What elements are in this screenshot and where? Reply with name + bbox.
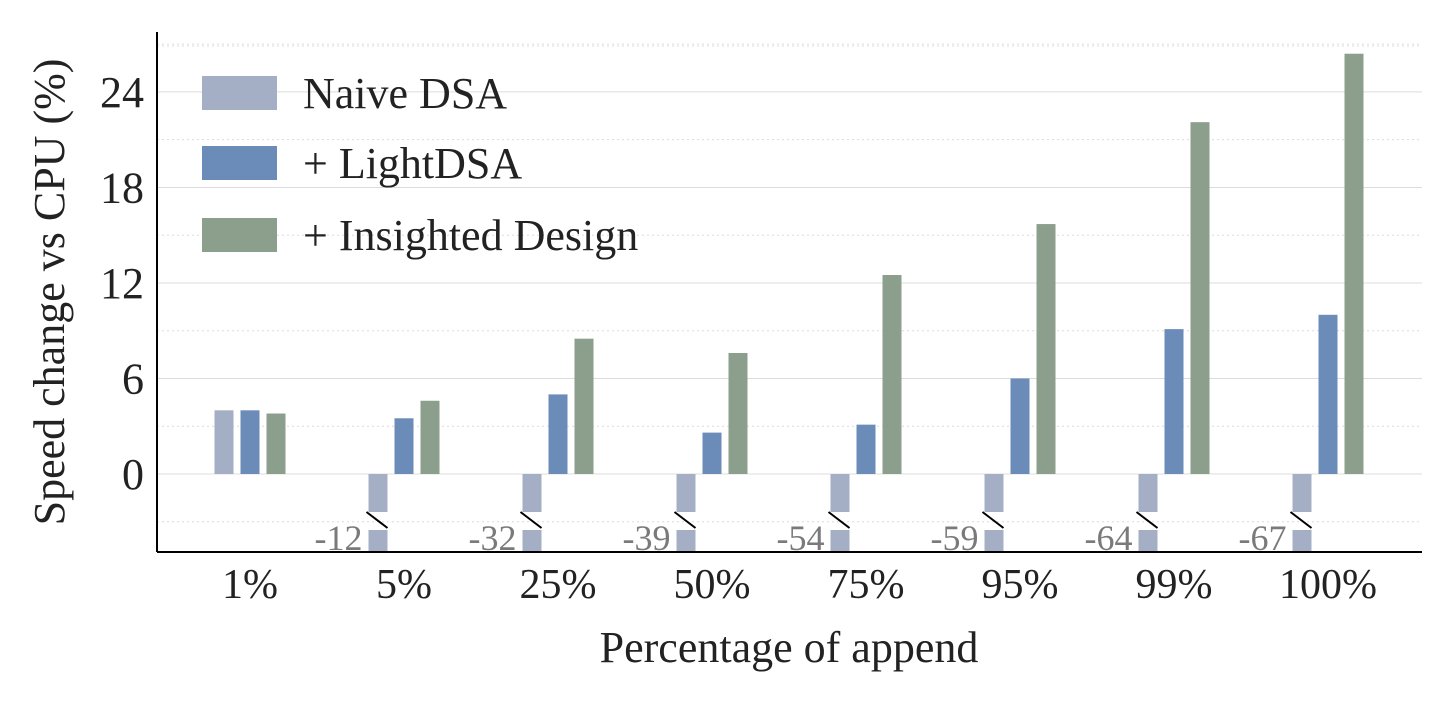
x-tick-label: 95% [982, 562, 1059, 608]
bar-negative-lower [1292, 530, 1312, 552]
bar-value-label: -67 [1239, 518, 1287, 558]
bar [548, 394, 568, 474]
axis-break-mark [1135, 511, 1159, 529]
bar-value-label: -32 [469, 518, 517, 558]
bar-negative-lower [984, 530, 1004, 552]
y-tick-label: 12 [100, 259, 144, 308]
axis-break-mark [365, 511, 389, 529]
axis-break-mark [1289, 511, 1313, 529]
axis-break-mark [981, 511, 1005, 529]
legend-label: + Insighted Design [303, 211, 638, 260]
bar [1344, 53, 1364, 474]
bar [420, 400, 440, 474]
x-tick-label: 1% [222, 562, 278, 608]
bar-negative-lower [368, 530, 388, 552]
legend: Naive DSA + LightDSA + Insighted Design [202, 69, 638, 260]
bar-negative-lower [1138, 530, 1158, 552]
axis-break-mark [673, 511, 697, 529]
x-axis-title: Percentage of append [600, 623, 979, 672]
grid-lines [157, 43, 1422, 523]
bar-negative-upper [522, 474, 542, 512]
bar-negative-upper [676, 474, 696, 512]
x-tick-label: 75% [828, 562, 905, 608]
bar-value-label: -12 [315, 518, 363, 558]
bar [266, 413, 286, 474]
bar [702, 432, 722, 474]
bar-negative-upper [830, 474, 850, 512]
legend-swatch [202, 218, 277, 252]
y-tick-label: 18 [100, 163, 144, 212]
bar-negative-lower [676, 530, 696, 552]
bar-negative-upper [1292, 474, 1312, 512]
x-tick-label: 50% [674, 562, 751, 608]
x-tick-label: 25% [520, 562, 597, 608]
x-tick-label: 99% [1136, 562, 1213, 608]
bar-negative-lower [830, 530, 850, 552]
bar-negative-lower [522, 530, 542, 552]
bar [1318, 314, 1338, 474]
bar [1010, 378, 1030, 474]
bar-value-label: -54 [777, 518, 825, 558]
bar-negative-upper [984, 474, 1004, 512]
bar [1164, 329, 1184, 474]
bar-negative-upper [1138, 474, 1158, 512]
bar [882, 275, 902, 474]
x-tick-label: 100% [1279, 562, 1377, 608]
bar [1190, 122, 1210, 474]
legend-swatch [202, 146, 277, 180]
bar [240, 410, 260, 474]
bar [856, 424, 876, 474]
bar-negative-upper [368, 474, 388, 512]
bar-value-label: -59 [931, 518, 979, 558]
bar-value-label: -39 [623, 518, 671, 558]
legend-label: Naive DSA [303, 69, 507, 118]
labels: 061218241%-125%-3225%-3950%-5475%-5995%-… [25, 59, 1377, 672]
bar [394, 418, 414, 474]
y-axis-title: Speed change vs CPU (%) [25, 59, 74, 526]
legend-label: + LightDSA [303, 139, 522, 188]
axis-break-mark [519, 511, 543, 529]
y-tick-label: 24 [100, 68, 144, 117]
bar [574, 338, 594, 474]
axes [156, 32, 1422, 553]
y-tick-label: 6 [122, 354, 144, 403]
y-tick-label: 0 [122, 450, 144, 499]
bars [214, 53, 1364, 552]
axis-break-mark [827, 511, 851, 529]
bar [1036, 224, 1056, 474]
bar [728, 353, 748, 474]
bar [214, 410, 234, 474]
bar-value-label: -64 [1085, 518, 1133, 558]
legend-swatch [202, 76, 277, 110]
x-tick-label: 5% [376, 562, 432, 608]
